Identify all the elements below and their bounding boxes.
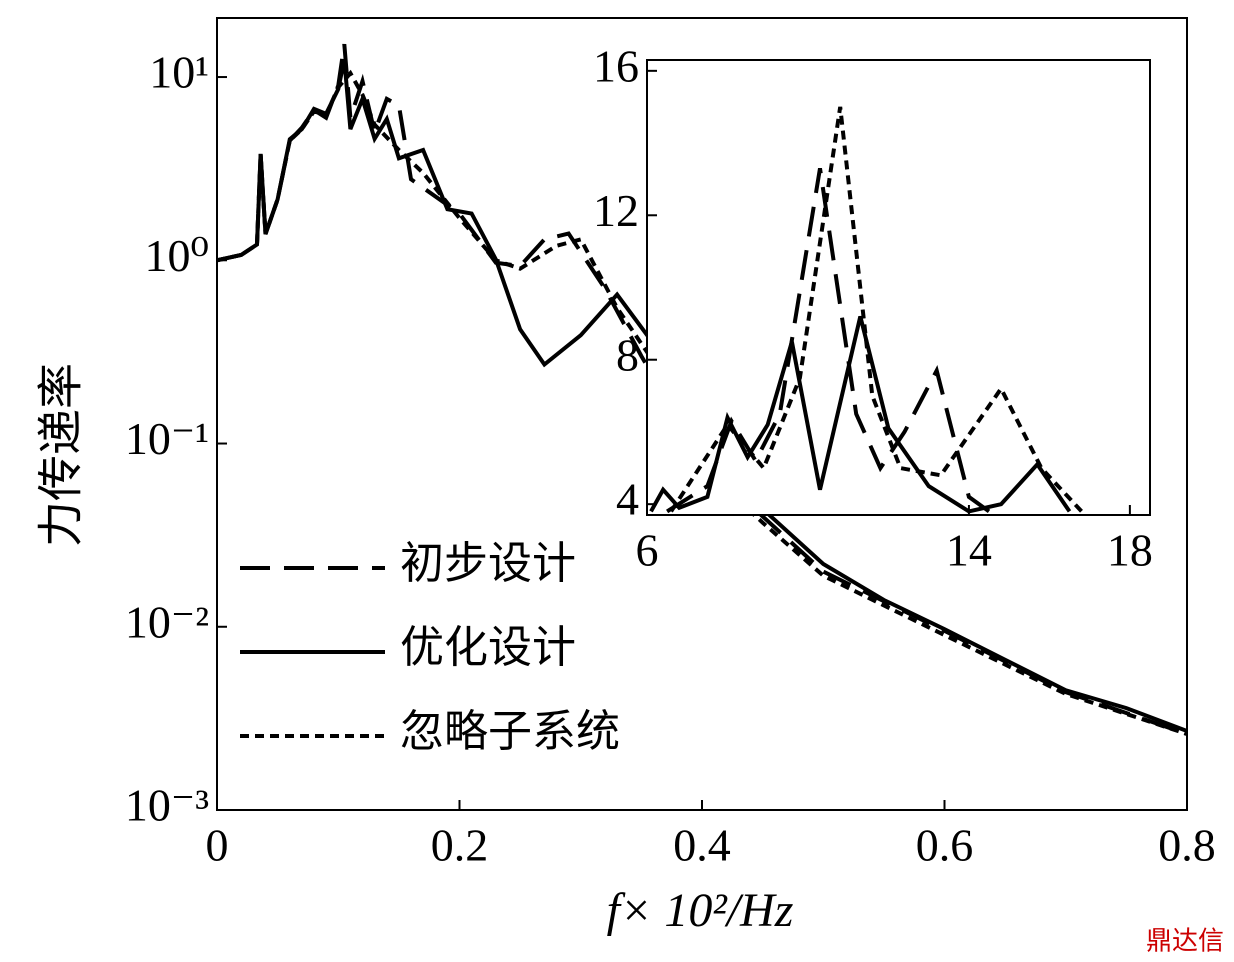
x-tick-label: 0.6	[916, 820, 974, 871]
y-tick-label: 10¹	[149, 47, 209, 98]
x-tick-label: 18	[1107, 525, 1153, 576]
watermark: 鼎达信	[1146, 927, 1224, 957]
series-line	[649, 315, 1072, 514]
x-tick-label: 0.4	[673, 820, 731, 871]
x-axis-label: f× 10²/Hz	[607, 884, 794, 937]
series-line	[666, 167, 991, 514]
series-line	[669, 106, 1084, 513]
y-tick-label: 12	[593, 185, 639, 236]
x-tick-label: 0	[206, 820, 229, 871]
x-tick-label: 0.8	[1158, 820, 1216, 871]
y-tick-label: 10⁻³	[125, 780, 209, 831]
legend-label: 忽略子系统	[400, 707, 620, 756]
legend-label: 优化设计	[400, 623, 576, 672]
x-tick-label: 14	[946, 525, 992, 576]
y-tick-label: 10⁻²	[125, 596, 209, 647]
y-tick-label: 16	[593, 40, 639, 91]
series-line	[217, 69, 1187, 736]
y-tick-label: 10⁰	[145, 230, 209, 281]
y-axis-label: 力传递率	[36, 363, 87, 547]
y-tick-label: 4	[616, 474, 639, 525]
legend-label: 初步设计	[400, 539, 576, 588]
x-tick-label: 0.2	[431, 820, 489, 871]
y-tick-label: 10⁻¹	[125, 413, 209, 464]
x-tick-label: 6	[636, 525, 659, 576]
y-tick-label: 8	[616, 329, 639, 380]
